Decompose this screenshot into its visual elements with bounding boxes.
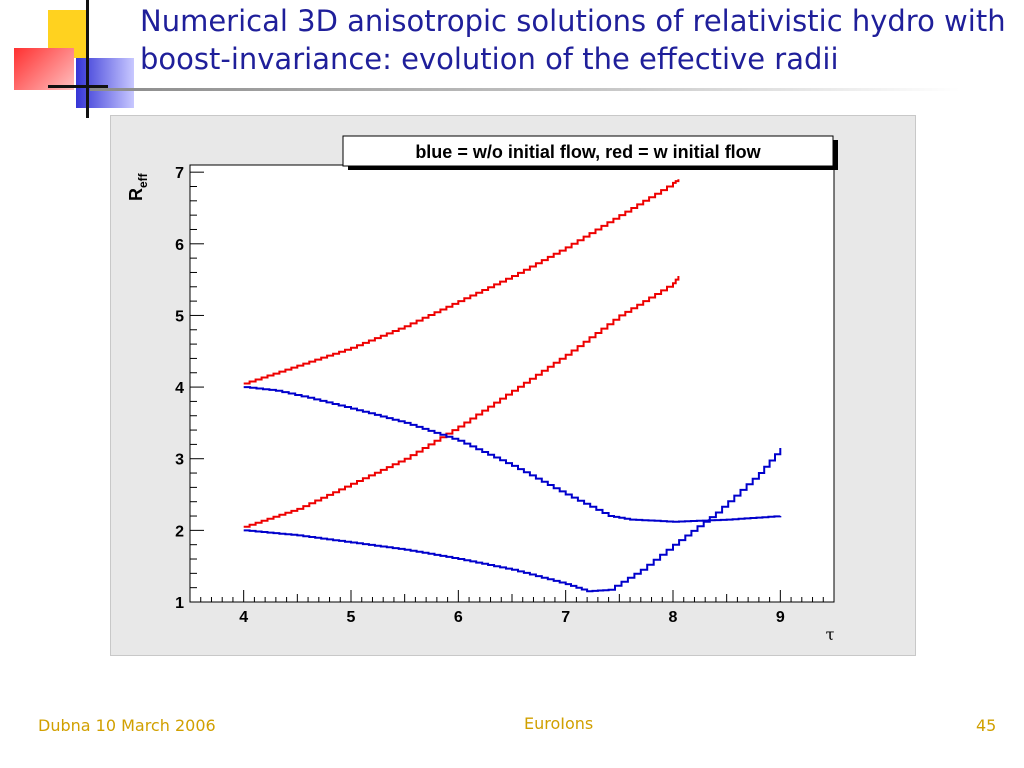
logo-decoration: [0, 0, 140, 118]
tick-labels: 4 5 6 7 8 9 1 2 3 4 5 6 7: [175, 165, 785, 626]
chart-container: 4 5 6 7 8 9 1 2 3 4 5 6 7 blue = w/o initial flow, r…: [110, 115, 916, 656]
y-tick-label: 4: [175, 380, 184, 397]
x-tick-label: 8: [669, 609, 678, 626]
title-underline: [90, 88, 960, 91]
y-tick-label: 1: [175, 595, 184, 612]
series-line-blue-3: [243, 448, 782, 593]
x-tick-label: 6: [454, 609, 463, 626]
axis-ticks: [189, 171, 835, 603]
series-line-red-0: [243, 179, 680, 385]
y-axis-label-sub: eff: [136, 172, 150, 188]
footer-page-number: 45: [976, 716, 997, 735]
y-tick-label: 3: [175, 452, 184, 469]
footer-event: EuroIons: [524, 714, 594, 733]
y-tick-label: 7: [175, 165, 184, 182]
x-axis-label: τ: [826, 625, 835, 644]
y-axis-label-main: R: [126, 188, 146, 201]
legend-box: [342, 135, 834, 167]
x-tick-label: 7: [561, 609, 570, 626]
y-tick-label: 5: [175, 308, 184, 325]
y-axis-label: Reff: [126, 172, 150, 201]
x-tick-label: 9: [776, 609, 785, 626]
logo-blue-square: [76, 58, 134, 108]
logo-horizontal-line: [48, 85, 108, 88]
footer-date: Dubna 10 March 2006: [38, 716, 216, 735]
series-line-blue-2: [243, 386, 782, 523]
y-tick-label: 6: [175, 237, 184, 254]
logo-red-square: [14, 48, 74, 90]
legend-text: blue = w/o initial flow, red = w initial…: [415, 142, 761, 162]
series-group: [243, 179, 782, 593]
x-tick-label: 5: [347, 609, 356, 626]
logo-vertical-line: [86, 0, 89, 118]
x-tick-label: 4: [239, 609, 248, 626]
slide-title: Numerical 3D anisotropic solutions of re…: [140, 4, 1006, 76]
series-line-red-1: [243, 276, 680, 528]
chart-svg: 4 5 6 7 8 9 1 2 3 4 5 6 7 blue = w/o initial flow, r…: [110, 115, 916, 656]
y-tick-label: 2: [175, 523, 184, 540]
plot-area: [189, 164, 835, 603]
